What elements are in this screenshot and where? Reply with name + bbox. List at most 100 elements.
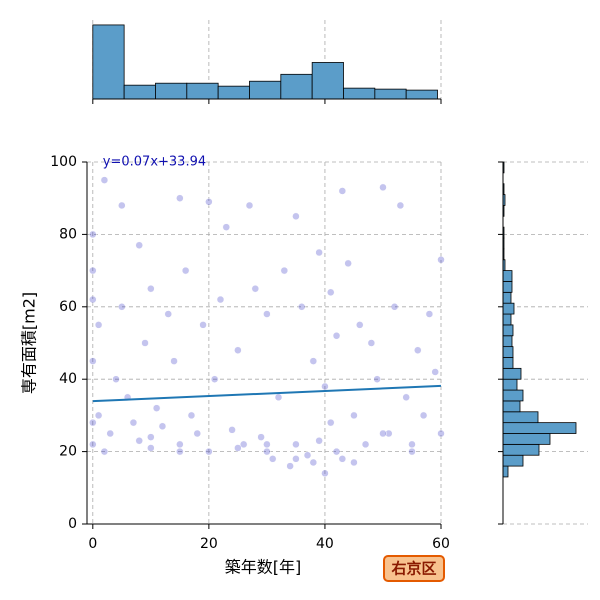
point <box>356 321 364 329</box>
y-hist-bar <box>502 400 521 413</box>
point <box>292 440 300 449</box>
point <box>152 404 161 412</box>
y-hist-bar <box>502 465 509 478</box>
point <box>118 303 126 311</box>
point <box>367 339 376 347</box>
x-hist-bar <box>123 84 156 100</box>
point <box>193 429 202 438</box>
point <box>222 223 231 231</box>
x-tick-label: 40 <box>316 536 334 552</box>
x-axis-label: 築年数[年] <box>225 558 302 577</box>
y-hist-bar <box>502 313 512 326</box>
point <box>181 266 190 275</box>
y-tick-label: 60 <box>59 299 77 315</box>
point <box>176 440 184 449</box>
point <box>361 440 370 449</box>
x-hist-bar <box>186 82 219 100</box>
point <box>216 295 225 304</box>
regression-line <box>92 384 442 403</box>
point <box>292 212 300 221</box>
point <box>309 357 318 365</box>
point <box>199 321 207 329</box>
point <box>89 418 97 427</box>
point <box>315 436 323 445</box>
point <box>176 447 184 456</box>
y-hist-bar <box>502 454 524 467</box>
point <box>210 375 219 383</box>
point <box>89 440 97 449</box>
point <box>321 469 329 478</box>
x-hist-bar <box>92 24 125 100</box>
point <box>408 440 416 449</box>
point <box>350 458 358 467</box>
y-tick-label: 80 <box>59 226 77 242</box>
point <box>205 198 213 206</box>
y-hist-bar <box>502 367 522 380</box>
point <box>234 444 242 452</box>
x-tick-label: 0 <box>88 536 97 552</box>
point <box>390 303 399 311</box>
point <box>332 447 341 456</box>
point <box>100 176 109 184</box>
x-hist-bar <box>280 73 313 100</box>
x-hist-bar <box>217 85 250 100</box>
point <box>135 241 143 250</box>
y-hist-bar <box>502 389 524 402</box>
badge: 右京区 <box>391 560 436 578</box>
y-tick-label: 0 <box>68 516 77 532</box>
point <box>228 426 236 434</box>
point <box>263 447 271 456</box>
point <box>245 201 254 210</box>
point <box>89 266 97 275</box>
point <box>129 418 138 427</box>
point <box>350 411 358 420</box>
point <box>431 368 439 376</box>
point <box>89 357 97 365</box>
point <box>437 429 445 438</box>
y-hist-bar <box>502 302 515 315</box>
point <box>100 447 109 456</box>
point <box>379 183 387 192</box>
point <box>170 357 178 365</box>
x-hist-bar <box>374 88 407 100</box>
point <box>147 444 155 452</box>
point <box>268 455 277 463</box>
point <box>309 458 318 467</box>
point <box>373 375 381 383</box>
y-hist-bar <box>502 324 514 337</box>
point <box>315 248 323 257</box>
point <box>379 429 387 438</box>
point <box>344 259 352 268</box>
y-hist-bar <box>502 378 518 391</box>
point <box>234 346 242 354</box>
y-tick-label: 100 <box>50 154 77 170</box>
point <box>94 411 103 420</box>
point <box>158 422 167 431</box>
y-hist-bar <box>502 443 540 456</box>
point <box>280 266 289 275</box>
point <box>292 455 300 463</box>
point <box>286 462 294 470</box>
point <box>257 433 265 441</box>
point <box>239 440 248 449</box>
point <box>94 321 103 329</box>
point <box>251 284 260 293</box>
point <box>326 418 335 427</box>
point <box>112 375 120 383</box>
point <box>437 255 445 264</box>
point <box>419 411 428 420</box>
point <box>147 433 155 441</box>
point <box>408 447 416 456</box>
point <box>414 346 422 354</box>
y-hist-bar <box>502 433 551 445</box>
y-hist-bar <box>502 270 513 282</box>
x-hist-bar <box>249 80 282 100</box>
point <box>396 201 405 210</box>
point <box>297 303 306 311</box>
point <box>141 339 149 347</box>
point <box>321 382 329 391</box>
point <box>338 455 347 463</box>
regression-label: y=0.07x+33.94 <box>103 155 206 170</box>
point <box>106 429 114 438</box>
point <box>187 411 196 420</box>
